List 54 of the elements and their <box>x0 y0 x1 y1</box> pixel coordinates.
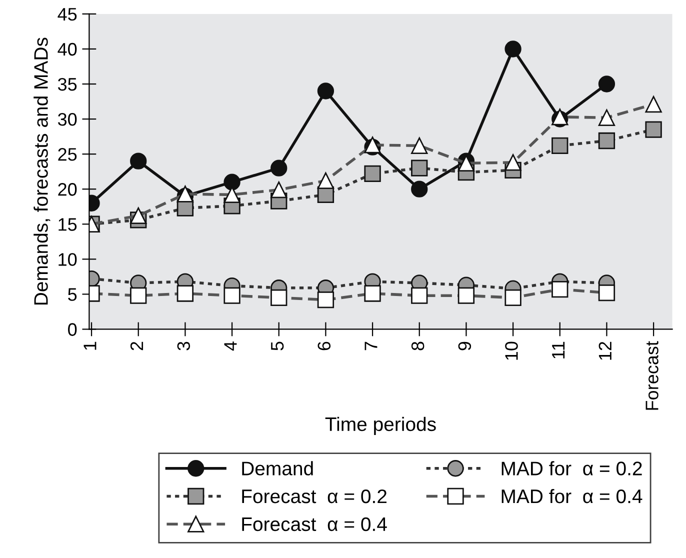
y-axis-title: Demands, forecasts and MADs <box>34 38 50 305</box>
point <box>176 285 194 302</box>
x-tick-label: 4 <box>224 342 237 351</box>
point <box>317 291 334 308</box>
x-axis-title: Time periods <box>325 416 436 435</box>
point <box>645 121 662 138</box>
point <box>130 152 147 170</box>
point <box>598 76 616 92</box>
y-tick-label: 45 <box>58 8 77 21</box>
x-tick-label: 7 <box>364 342 378 350</box>
point <box>270 289 288 306</box>
point <box>552 280 568 298</box>
x-tick-label: 5 <box>271 342 284 350</box>
point <box>552 137 568 154</box>
y-tick-label: 30 <box>58 112 77 126</box>
legend-label: Forecast α = 0.4 <box>242 517 387 532</box>
legend-label: Forecast α = 0.2 <box>242 489 386 504</box>
x-tick-label: 8 <box>411 342 424 350</box>
point <box>130 287 147 304</box>
y-tick-label: 25 <box>58 148 77 161</box>
point <box>364 165 381 182</box>
point <box>411 160 428 176</box>
x-tick-label: 12 <box>598 342 612 360</box>
y-tick-label: 5 <box>68 288 77 301</box>
legend-label: Demand <box>242 461 313 476</box>
x-tick-label: 11 <box>552 342 565 358</box>
point <box>317 82 334 100</box>
point <box>224 287 240 304</box>
y-tick-label: 0 <box>68 323 77 336</box>
point <box>224 174 240 190</box>
y-tick-label: 15 <box>58 218 77 231</box>
point <box>504 289 522 306</box>
point <box>458 287 475 304</box>
x-tick-label: 6 <box>318 342 331 350</box>
x-tick-label: 10 <box>505 342 518 360</box>
y-tick-label: 40 <box>58 42 77 56</box>
y-tick-label: 20 <box>58 183 77 196</box>
point <box>270 160 288 176</box>
x-tick-label: 2 <box>130 342 144 350</box>
y-tick-label: 10 <box>58 253 77 266</box>
point <box>504 40 522 58</box>
point <box>598 284 616 302</box>
point <box>364 285 381 302</box>
x-tick-label: Forecast <box>646 341 658 410</box>
y-tick-label: 35 <box>58 78 77 91</box>
x-tick-label: 1 <box>84 342 96 350</box>
x-tick-label: 3 <box>177 342 190 350</box>
point <box>645 96 662 113</box>
x-tick-label: 9 <box>458 342 472 350</box>
legend-label: MAD for α = 0.2 <box>502 461 642 476</box>
point <box>411 287 428 304</box>
point <box>411 180 428 198</box>
point <box>598 132 616 150</box>
legend-label: MAD for α = 0.4 <box>502 488 642 504</box>
